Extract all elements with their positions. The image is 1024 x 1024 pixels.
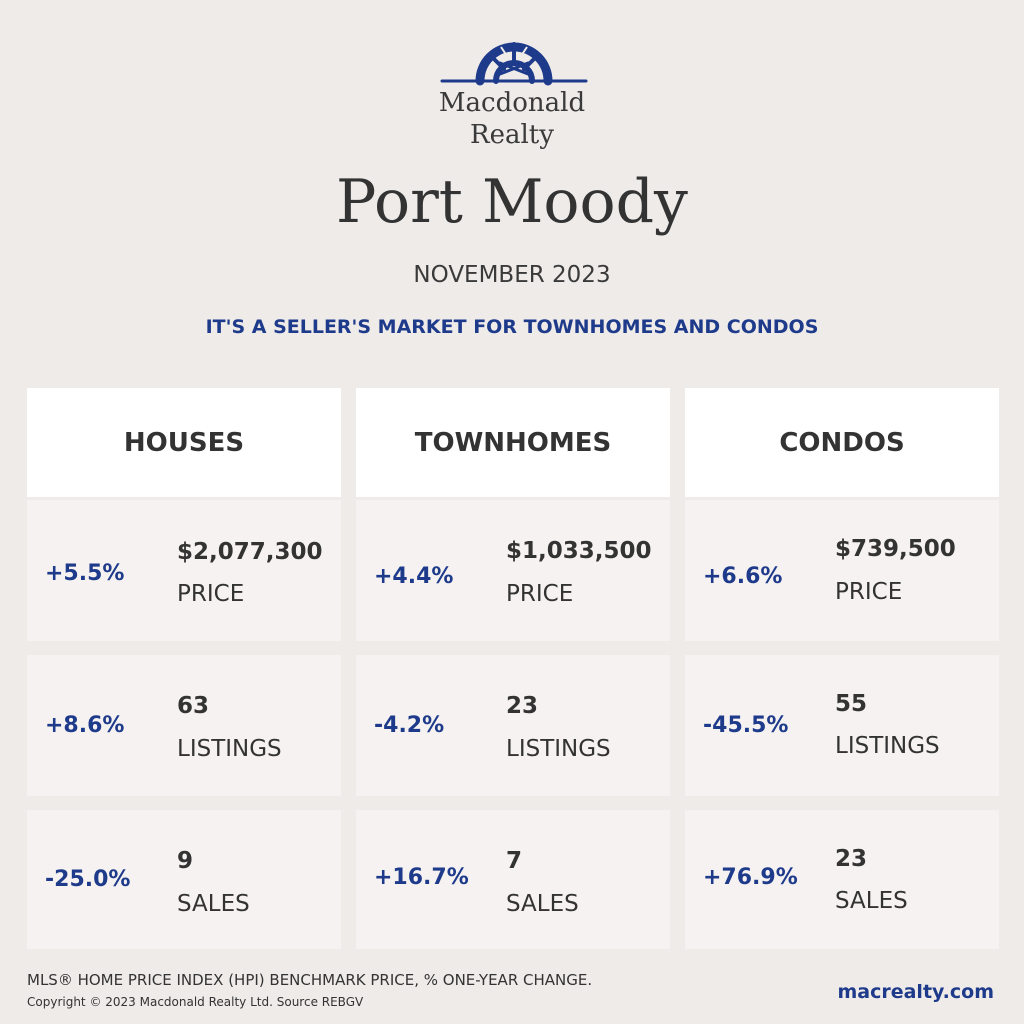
stat-label: PRICE [835,579,903,605]
stat-label: LISTINGS [835,733,940,759]
stat-value: $739,500 [835,536,956,562]
stat-change: +76.9% [703,865,798,890]
stat-change: -25.0% [45,867,131,892]
city-title: Port Moody [336,167,688,237]
stat-label: PRICE [177,581,245,607]
market-headline: IT'S A SELLER'S MARKET FOR TOWNHOMES AND… [205,316,819,338]
brand-name: Macdonald [438,88,586,118]
website-link[interactable]: macrealty.com [837,981,994,1003]
stat-value: 9 [177,848,194,874]
stat-value: 23 [835,846,868,872]
stat-label: SALES [506,891,579,917]
stat-change: -45.5% [703,713,789,738]
stat-card-houses-sales: -25.0% 9 SALES [27,810,341,949]
column-header-townhomes: TOWNHOMES [356,388,670,497]
stat-card-houses-price: +5.5% $2,077,300 PRICE [27,500,341,641]
stat-change: +5.5% [45,561,125,586]
stat-label: LISTINGS [177,736,282,762]
stat-value: 55 [835,691,868,717]
compass-rose-logo-icon [440,42,588,86]
stat-card-townhomes-listings: -4.2% 23 LISTINGS [356,655,670,796]
stat-change: +8.6% [45,713,125,738]
column-header-condos: CONDOS [685,388,999,497]
stat-card-townhomes-price: +4.4% $1,033,500 PRICE [356,500,670,641]
column-header-houses: HOUSES [27,388,341,497]
stat-card-houses-listings: +8.6% 63 LISTINGS [27,655,341,796]
stat-value: $1,033,500 [506,538,652,564]
stat-value: 7 [506,848,523,874]
stat-card-condos-sales: +76.9% 23 SALES [685,810,999,949]
stat-value: 63 [177,693,210,719]
stat-card-townhomes-sales: +16.7% 7 SALES [356,810,670,949]
stat-value: $2,077,300 [177,539,323,565]
report-month: NOVEMBER 2023 [413,262,611,288]
stat-card-condos-price: +6.6% $739,500 PRICE [685,500,999,641]
stat-change: +16.7% [374,865,469,890]
footer-note: MLS® HOME PRICE INDEX (HPI) BENCHMARK PR… [27,971,593,989]
footer-copyright: Copyright © 2023 Macdonald Realty Ltd. S… [27,995,364,1009]
stat-label: PRICE [506,581,574,607]
stat-label: SALES [835,888,908,914]
stat-value: 23 [506,693,539,719]
stat-label: SALES [177,891,250,917]
brand-name-line2: Realty [470,120,554,150]
stat-label: LISTINGS [506,736,611,762]
stat-change: +6.6% [703,564,783,589]
stat-change: -4.2% [374,713,445,738]
stat-card-condos-listings: -45.5% 55 LISTINGS [685,655,999,796]
stat-change: +4.4% [374,564,454,589]
